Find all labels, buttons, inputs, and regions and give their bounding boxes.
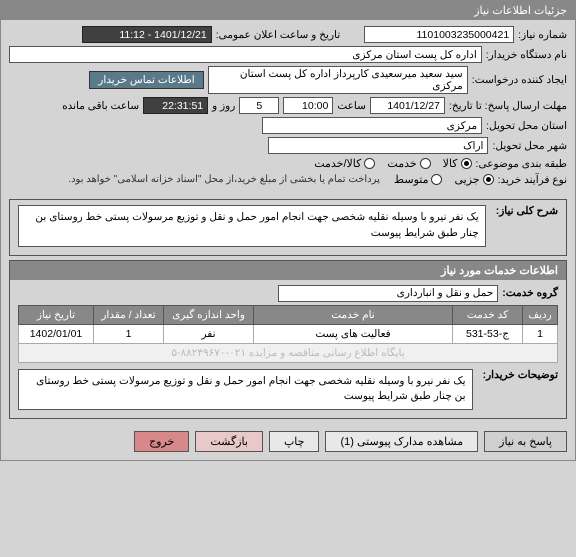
deadline-time-field: 10:00 [283, 97, 333, 114]
radio-dot-icon [483, 174, 494, 185]
radio-medium[interactable]: متوسط [394, 173, 443, 186]
announce-field: 1401/12/21 - 11:12 [82, 26, 212, 43]
province-field: مرکزی [262, 117, 482, 134]
remaining-time-field: 22:31:51 [143, 97, 208, 114]
category-label: طبقه بندی موضوعی: [476, 158, 567, 170]
radio-service[interactable]: خدمت [387, 157, 430, 170]
attachments-button[interactable]: مشاهده مدارک پیوستی (1) [325, 431, 478, 452]
city-field: اراک [268, 137, 488, 154]
time-label-1: ساعت [337, 100, 366, 112]
col-unit: واحد اندازه گیری [164, 305, 254, 324]
col-index: ردیف [523, 305, 558, 324]
general-desc-text: یک نفر نیرو با وسیله نقلیه شخصی جهت انجا… [18, 205, 486, 247]
process-note: پرداخت تمام یا بخشی از مبلغ خرید،از محل … [68, 174, 380, 185]
service-group-field: حمل و نقل و انبارداری [278, 285, 498, 302]
services-section: اطلاعات خدمات مورد نیاز گروه خدمت: حمل و… [9, 260, 567, 420]
requester-label: ایجاد کننده درخواست: [472, 74, 567, 86]
col-date: تاریخ نیاز [19, 305, 94, 324]
radio-goods[interactable]: کالا [443, 157, 472, 170]
contact-buyer-button[interactable]: اطلاعات تماس خریدار [89, 71, 203, 89]
col-qty: تعداد / مقدار [94, 305, 164, 324]
service-group-label: گروه خدمت: [502, 287, 558, 299]
services-header: اطلاعات خدمات مورد نیاز [10, 261, 566, 280]
general-desc-section: شرح کلی نیاز: یک نفر نیرو با وسیله نقلیه… [9, 199, 567, 256]
radio-dot-icon [461, 158, 472, 169]
radio-goods-service[interactable]: کالا/خدمت [314, 157, 375, 170]
province-label: استان محل تحویل: [486, 120, 567, 132]
col-name: نام خدمت [254, 305, 453, 324]
days-field: 5 [239, 97, 279, 114]
main-window: جزئیات اطلاعات نیاز شماره نیاز: 11010032… [0, 0, 576, 461]
need-number-field: 1101003235000421 [364, 26, 514, 43]
city-label: شهر محل تحویل: [492, 140, 567, 152]
back-button[interactable]: بازگشت [195, 431, 263, 452]
process-radio-group: جزیی متوسط [394, 173, 494, 186]
process-label: نوع فرآیند خرید: [498, 174, 567, 186]
buyer-notes-label: توضیحات خریدار: [483, 369, 558, 381]
general-desc-label: شرح کلی نیاز: [496, 205, 558, 217]
announce-label: تاریخ و ساعت اعلان عمومی: [216, 29, 340, 41]
services-table: ردیف کد خدمت نام خدمت واحد اندازه گیری ت… [18, 305, 558, 363]
table-header-row: ردیف کد خدمت نام خدمت واحد اندازه گیری ت… [19, 305, 558, 324]
table-row[interactable]: 1 ج-53-531 فعالیت های پست نفر 1 1402/01/… [19, 324, 558, 343]
window-title: جزئیات اطلاعات نیاز [474, 5, 567, 17]
deadline-label: مهلت ارسال پاسخ: تا تاریخ: [449, 100, 567, 112]
buyer-notes-text: یک نفر نیرو با وسیله نقلیه شخصی جهت انجا… [18, 369, 473, 411]
window-title-bar: جزئیات اطلاعات نیاز [1, 1, 575, 20]
days-label: روز و [212, 100, 235, 112]
remaining-label: ساعت باقی مانده [62, 100, 139, 112]
footer-buttons: پاسخ به نیاز مشاهده مدارک پیوستی (1) چاپ… [1, 423, 575, 460]
radio-dot-icon [431, 174, 442, 185]
radio-dot-icon [420, 158, 431, 169]
buyer-field: اداره کل پست استان مرکزی [9, 46, 482, 63]
print-button[interactable]: چاپ [269, 431, 320, 452]
requester-field: سید سعید میرسعیدی کارپرداز اداره کل پست … [208, 66, 468, 94]
buyer-label: نام دستگاه خریدار: [486, 49, 567, 61]
radio-minor[interactable]: جزیی [454, 173, 493, 186]
exit-button[interactable]: خروج [134, 431, 189, 452]
category-radio-group: کالا خدمت کالا/خدمت [314, 157, 471, 170]
need-number-label: شماره نیاز: [518, 29, 567, 41]
watermark-row: پایگاه اطلاع رسانی مناقصه و مزایده ۰۲۱-۸… [19, 343, 558, 362]
deadline-date-field: 1401/12/27 [370, 97, 445, 114]
form-area: شماره نیاز: 1101003235000421 تاریخ و ساع… [1, 20, 575, 195]
col-code: کد خدمت [453, 305, 523, 324]
respond-button[interactable]: پاسخ به نیاز [484, 431, 567, 452]
radio-dot-icon [364, 158, 375, 169]
